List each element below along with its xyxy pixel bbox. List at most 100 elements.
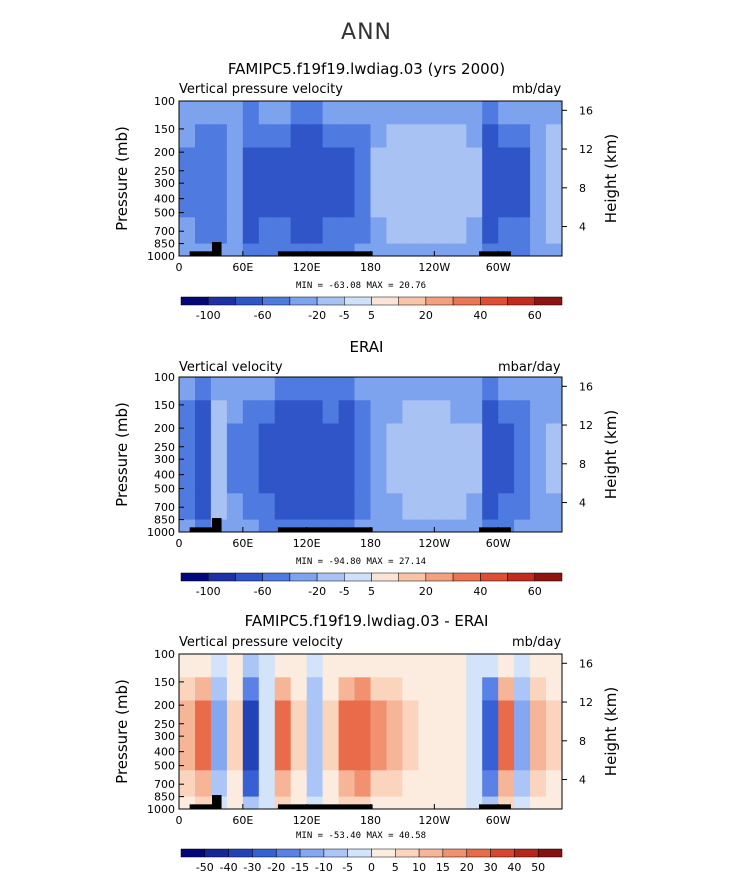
panel-1-cell-8-1 (306, 124, 324, 149)
panel-2-y2tick-label-2: 8 (579, 458, 586, 471)
panel-2-cell-3-1 (226, 400, 244, 425)
panel-1-cell-12-4 (370, 243, 387, 257)
panel-2-variable: Vertical velocity (179, 360, 283, 375)
panel-1-cell-5-0 (258, 101, 276, 125)
panel-3-ytick-label-2: 200 (154, 699, 175, 712)
panel-1-cell-5-4 (258, 243, 276, 257)
panel-2-colorbar-swatch-6 (344, 572, 372, 582)
panel-3-colorbar-swatch-4 (276, 848, 301, 858)
panel-1-cell-14-1 (402, 124, 419, 149)
panel-3-cell-23-3 (546, 770, 563, 798)
panel-1-topography-2 (277, 251, 373, 256)
panel-2-cell-2-3 (210, 493, 228, 521)
panel-2-cell-3-3 (226, 493, 244, 521)
panel-1-topography-3 (479, 251, 511, 256)
panel-2-cell-13-1 (386, 400, 403, 425)
panel-2-cell-18-1 (466, 400, 483, 425)
panel-3-cell-6-0 (274, 654, 292, 678)
panel-3-units: mb/day (512, 635, 562, 650)
panel-3-cell-1-2 (195, 700, 212, 771)
panel-2-ytick-label-1: 150 (154, 399, 175, 412)
panel-2-cell-14-1 (402, 400, 419, 425)
panel-1-ytick-label-5: 400 (154, 193, 175, 206)
panel-1-cell-14-4 (402, 243, 419, 257)
panel-1-cell-1-1 (195, 124, 212, 149)
panel-2-cell-5-4 (258, 519, 276, 533)
panel-3-xtick-label-2: 120E (293, 814, 321, 827)
panel-3-cell-12-4 (370, 796, 387, 810)
panel-1-cell-16-1 (434, 124, 451, 149)
panel-1-colorbar-swatch-0 (180, 296, 209, 306)
panel-2-cell-6-1 (274, 400, 292, 425)
panel-3-cell-5-3 (258, 770, 276, 798)
panel-3-cell-7-1 (290, 677, 308, 702)
panel-2-cell-4-1 (242, 400, 260, 425)
panel-3-cell-4-4 (242, 796, 260, 810)
panel-2-cell-23-4 (546, 519, 563, 533)
panel-1-ylabel: Pressure (mb) (113, 126, 131, 231)
panel-2-cell-11-1 (354, 400, 371, 425)
panel-1-cell-22-3 (530, 217, 547, 245)
panel-2-cell-5-3 (258, 493, 276, 521)
panel-2-ytick-label-6: 500 (154, 483, 175, 496)
panel-2-cell-19-0 (482, 377, 499, 401)
panel-2-colorbar-swatch-13 (534, 572, 563, 582)
panel-1-cell-20-2 (498, 147, 515, 218)
panel-2-cell-7-2 (290, 423, 308, 494)
panel-1-cell-1-2 (195, 147, 212, 218)
panel-2-cell-22-2 (530, 423, 547, 494)
panel-2-cell-6-0 (274, 377, 292, 401)
panel-2-colorbar-label-7: 60 (528, 585, 542, 598)
panel-2-cell-15-2 (418, 423, 435, 494)
panel-1-cell-3-2 (226, 147, 244, 218)
panel-3-cell-1-3 (195, 770, 212, 798)
panel-1-minmax: MIN = -63.08 MAX = 20.76 (296, 281, 427, 291)
panel-3-cell-18-3 (466, 770, 483, 798)
panel-2-xtick-label-3: 180 (360, 537, 381, 550)
panel-2-cell-16-4 (434, 519, 451, 533)
panel-1-cell-19-3 (482, 217, 499, 245)
panel-3-ytick-label-3: 250 (154, 718, 175, 731)
panel-2-cell-19-1 (482, 400, 499, 425)
panel-3-cell-3-3 (226, 770, 244, 798)
panel-3-cell-23-2 (546, 700, 563, 771)
panel-2-cell-7-0 (290, 377, 308, 401)
panel-2-cell-8-2 (306, 423, 324, 494)
panel-2-cell-17-4 (450, 519, 467, 533)
panel-3-y2tick-label-1: 12 (579, 696, 593, 709)
panel-2-cell-4-4 (242, 519, 260, 533)
panel-1-cell-7-2 (290, 147, 308, 218)
panel-2-cell-11-3 (354, 493, 371, 521)
panel-3-cell-20-3 (498, 770, 515, 798)
panel-2-xtick-label-0: 0 (176, 537, 183, 550)
panel-1-colorbar-swatch-6 (344, 296, 372, 306)
panel-2-cell-21-0 (514, 377, 531, 401)
panel-3-cell-23-1 (546, 677, 563, 702)
panel-1-ytick-label-0: 100 (154, 95, 175, 108)
panel-3-cell-13-0 (386, 654, 403, 678)
panel-2-cell-3-2 (226, 423, 244, 494)
panel-3-cell-0-2 (179, 700, 196, 771)
panel-2-cell-12-3 (370, 493, 387, 521)
panel-3-cell-17-2 (450, 700, 467, 771)
panel-2-y2tick-label-1: 12 (579, 419, 593, 432)
panel-2-cell-23-3 (546, 493, 563, 521)
panel-3-colorbar-label-3: -20 (267, 861, 285, 874)
panel-2-cell-21-1 (514, 400, 531, 425)
panel-2-cell-1-1 (195, 400, 212, 425)
panel-1-cell-9-1 (322, 124, 340, 149)
panel-3-cell-6-2 (274, 700, 292, 771)
panel-1-ytick-label-4: 300 (154, 177, 175, 190)
panel-3-colorbar-swatch-1 (204, 848, 229, 858)
page-title: ANN (341, 20, 392, 45)
panel-3-cell-22-3 (530, 770, 547, 798)
panel-1-cell-8-0 (306, 101, 324, 125)
panel-3-cell-20-0 (498, 654, 515, 678)
panel-2-topography-2 (277, 527, 373, 532)
panel-2-cell-15-3 (418, 493, 435, 521)
panel-3-cell-18-2 (466, 700, 483, 771)
panel-2-cell-4-0 (242, 377, 260, 401)
panel-1-cell-18-3 (466, 217, 483, 245)
panel-3-colorbar-label-6: -5 (342, 861, 353, 874)
